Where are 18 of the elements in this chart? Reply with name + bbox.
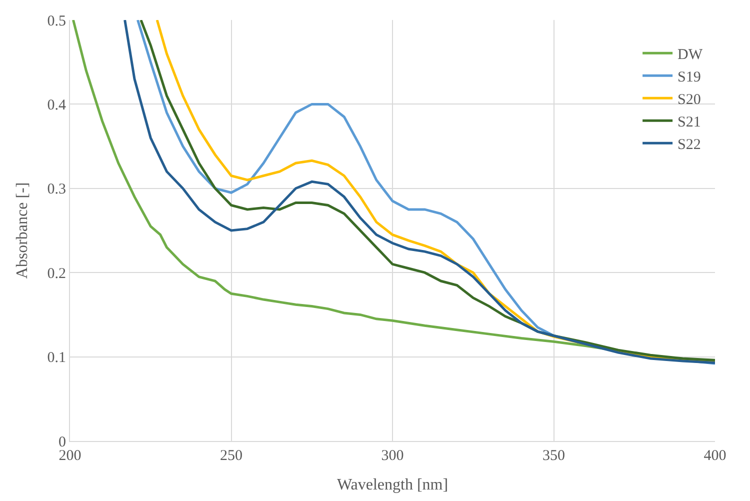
y-tick-label: 0.4	[47, 97, 66, 114]
x-tick-label: 250	[220, 448, 242, 464]
legend-label: S19	[678, 69, 701, 86]
legend-label: S22	[678, 136, 701, 153]
legend-label: S20	[678, 92, 701, 108]
x-tick-label: 300	[381, 448, 404, 464]
y-tick-label: 0.3	[47, 182, 66, 198]
x-tick-label: 350	[542, 448, 565, 464]
y-tick-label: 0	[58, 434, 66, 450]
y-axis-title: Absorbance [-]	[14, 182, 32, 279]
legend-label: S21	[678, 114, 701, 130]
y-tick-label: 0.5	[47, 13, 66, 30]
y-tick-label: 0.1	[47, 350, 66, 366]
y-tick-label: 0.2	[47, 266, 66, 282]
x-tick-label: 200	[58, 448, 82, 464]
legend-label: DW	[678, 46, 704, 63]
x-axis-title: Wavelength [nm]	[336, 476, 448, 494]
x-tick-label: 400	[704, 448, 726, 464]
